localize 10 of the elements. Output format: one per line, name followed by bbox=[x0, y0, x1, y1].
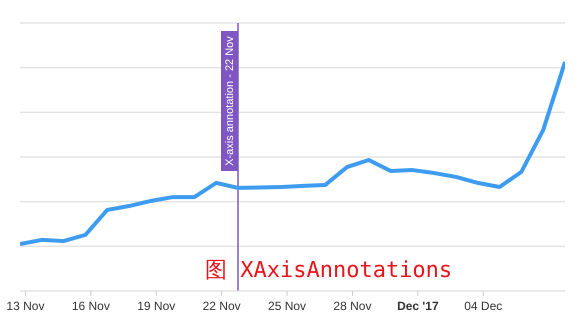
x-tick-label: 13 Nov bbox=[6, 299, 44, 313]
x-tick-label: 22 Nov bbox=[202, 299, 241, 313]
x-tick-label: 19 Nov bbox=[137, 299, 176, 313]
caption: 图 XAxisAnnotations bbox=[205, 258, 452, 284]
x-tick-label: 04 Dec bbox=[464, 299, 502, 313]
x-tick-label: 28 Nov bbox=[333, 299, 372, 313]
x-tick-label: Dec '17 bbox=[397, 299, 439, 313]
x-tick-label: 25 Nov bbox=[268, 299, 306, 313]
x-tick-label: 16 Nov bbox=[72, 299, 110, 313]
ref-line-label: X-axis annotation - 22 Nov bbox=[224, 36, 236, 166]
